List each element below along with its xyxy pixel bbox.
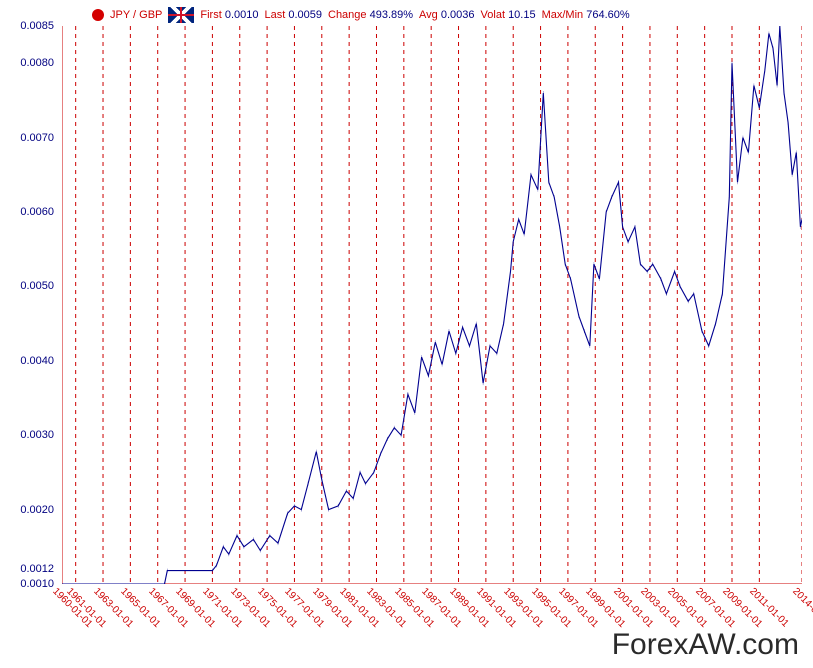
series-dot-icon: [92, 9, 104, 21]
x-tick-label: 2014-02-13: [790, 586, 813, 630]
y-tick-label: 0.0020: [20, 504, 54, 516]
y-tick-label: 0.0085: [20, 20, 54, 32]
y-axis-labels: 0.00100.00120.00200.00300.00400.00500.00…: [0, 26, 58, 584]
y-tick-label: 0.0012: [20, 563, 54, 575]
metric-change: Change 493.89%: [328, 9, 413, 21]
y-tick-label: 0.0030: [20, 429, 54, 441]
metric-volat: Volat 10.15: [481, 9, 536, 21]
chart-header: JPY / GBP First 0.0010 Last 0.0059 Chang…: [92, 6, 805, 24]
metric-avg: Avg 0.0036: [419, 9, 474, 21]
gbp-flag-icon: [168, 7, 194, 23]
chart-svg: [62, 26, 802, 584]
y-tick-label: 0.0040: [20, 355, 54, 367]
y-tick-label: 0.0070: [20, 132, 54, 144]
currency-pair-label: JPY / GBP: [110, 9, 162, 21]
metric-first: First 0.0010: [200, 9, 258, 21]
metric-last: Last 0.0059: [264, 9, 322, 21]
y-tick-label: 0.0010: [20, 578, 54, 590]
y-tick-label: 0.0050: [20, 280, 54, 292]
metric-maxmin: Max/Min 764.60%: [542, 9, 630, 21]
chart-plot-area: [62, 26, 802, 584]
watermark-text: ForexAW.com: [612, 628, 799, 662]
y-tick-label: 0.0080: [20, 57, 54, 69]
y-tick-label: 0.0060: [20, 206, 54, 218]
